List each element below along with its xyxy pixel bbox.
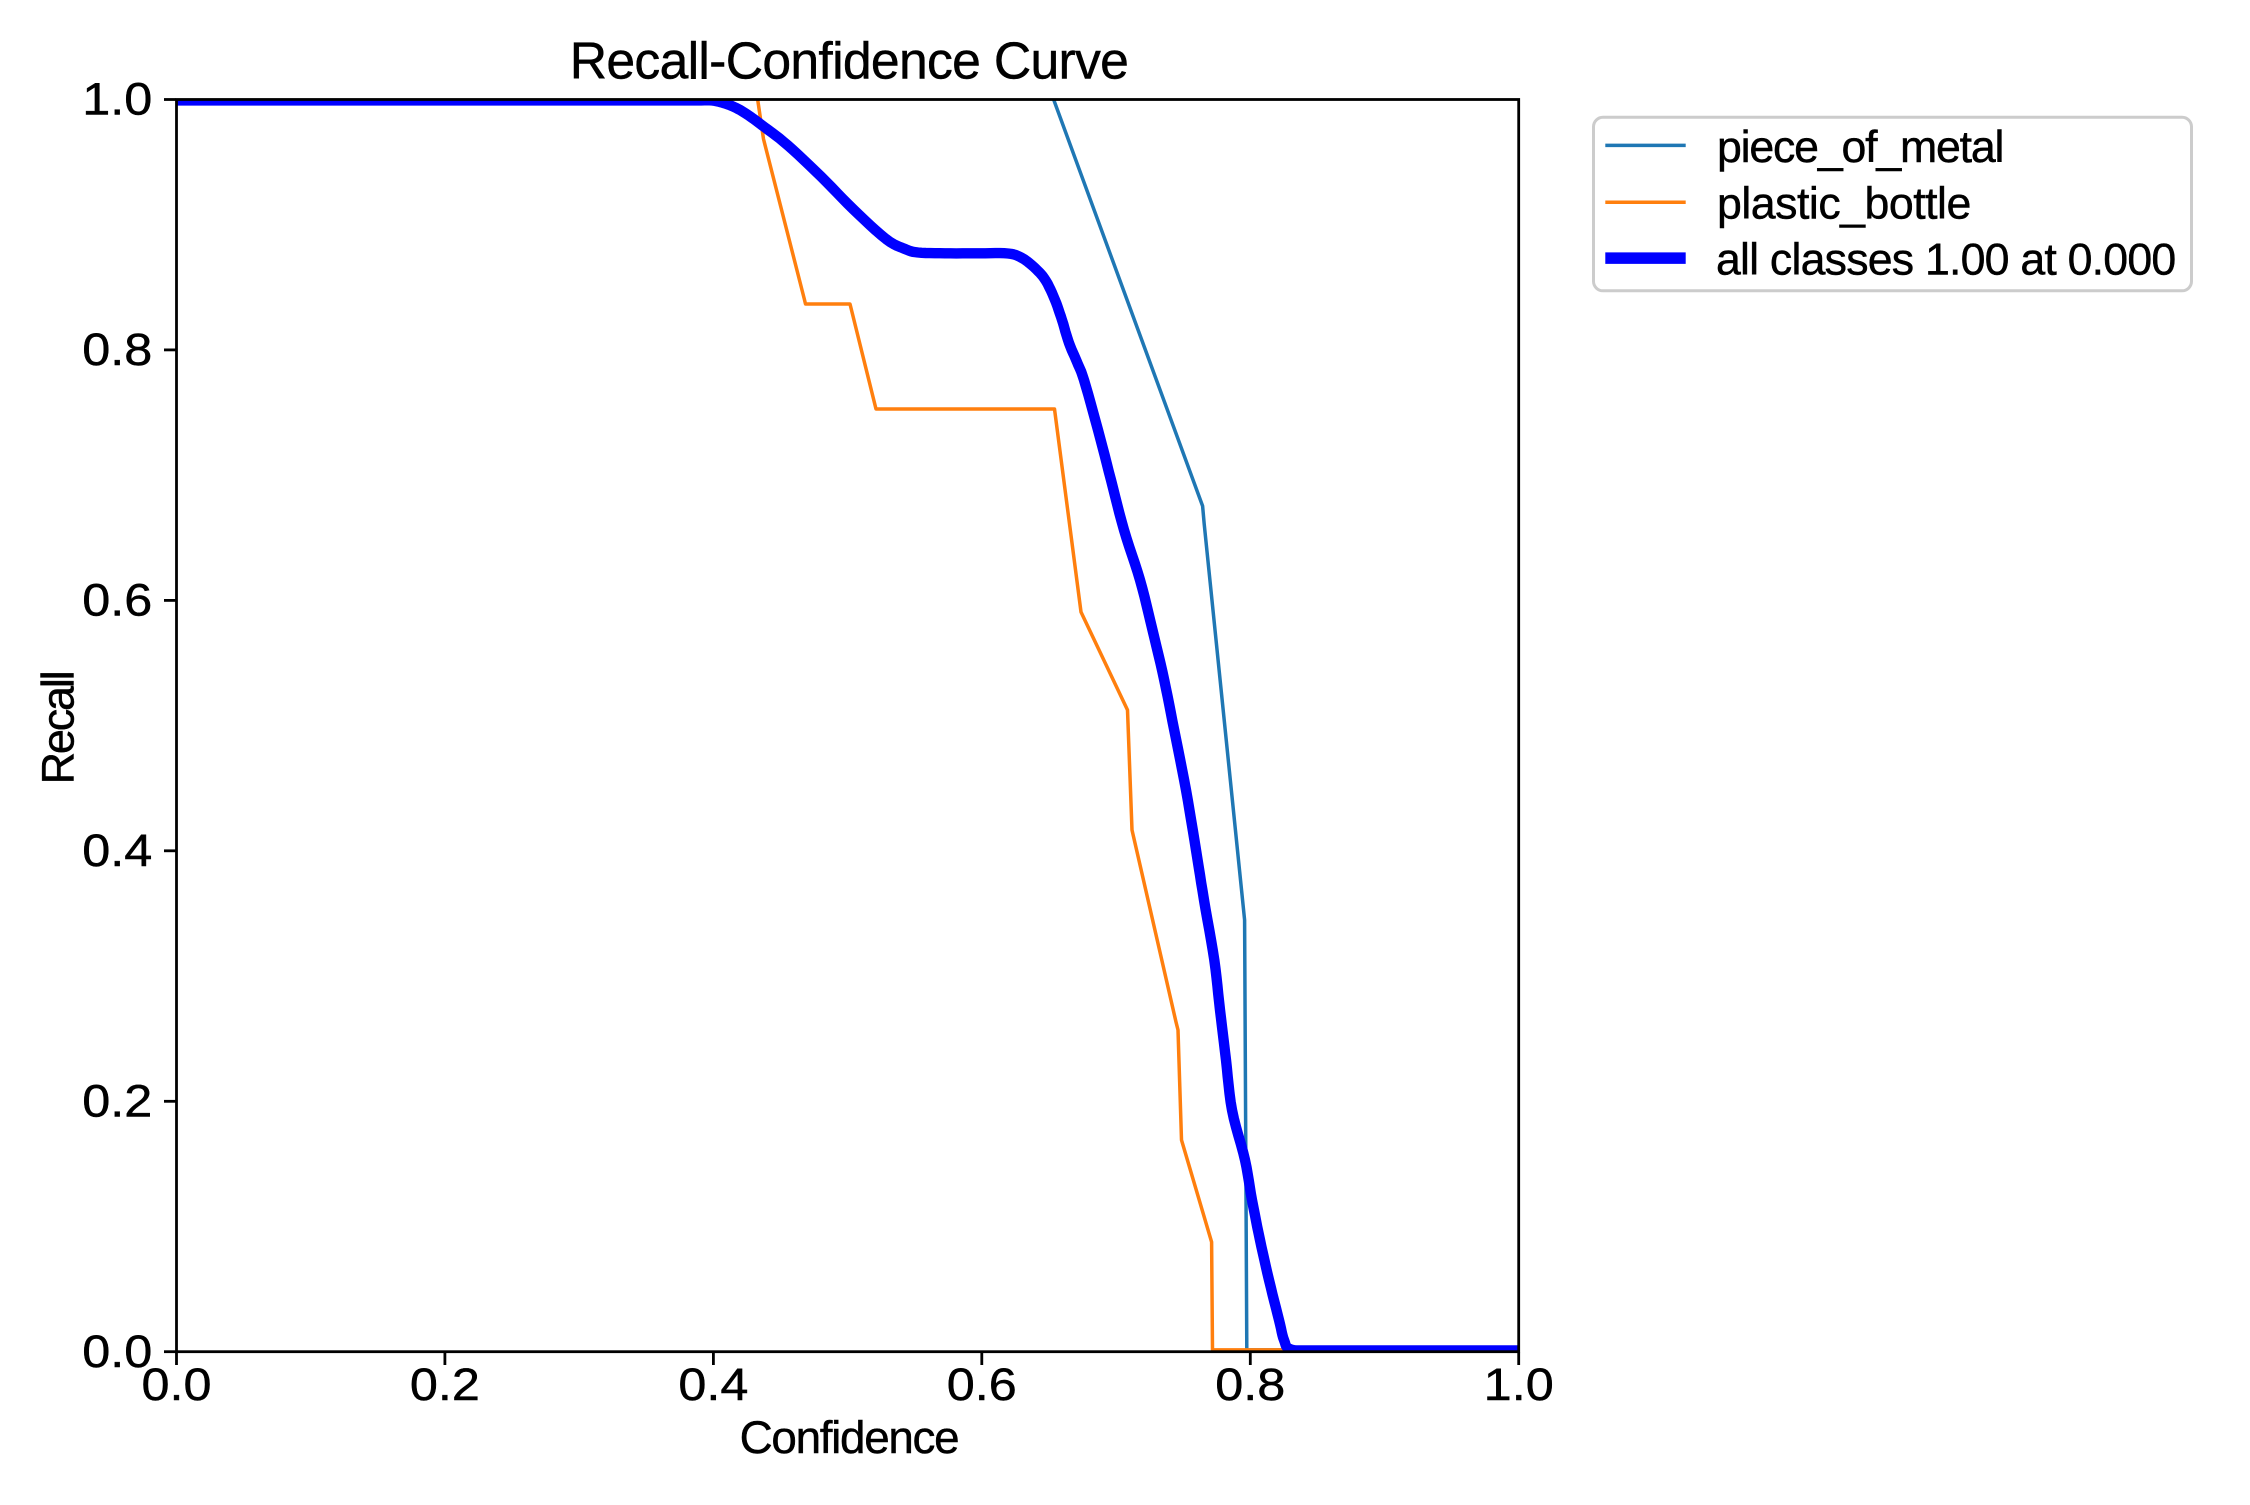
svg-text:1.0: 1.0 (82, 75, 152, 125)
svg-text:0.6: 0.6 (947, 1360, 1017, 1410)
svg-text:0.4: 0.4 (82, 826, 152, 876)
svg-text:Recall-Confidence Curve: Recall-Confidence Curve (570, 32, 1128, 90)
svg-text:1.0: 1.0 (1484, 1360, 1554, 1410)
svg-text:0.0: 0.0 (141, 1360, 211, 1410)
svg-text:plastic_bottle: plastic_bottle (1717, 180, 1971, 229)
svg-text:0.0: 0.0 (82, 1327, 152, 1377)
svg-text:0.6: 0.6 (82, 576, 152, 626)
svg-text:all classes 1.00 at 0.000: all classes 1.00 at 0.000 (1716, 236, 2175, 285)
svg-text:0.8: 0.8 (82, 325, 152, 375)
svg-text:Recall: Recall (32, 673, 83, 785)
svg-text:0.4: 0.4 (678, 1360, 748, 1410)
svg-text:0.2: 0.2 (410, 1360, 480, 1410)
svg-text:0.8: 0.8 (1215, 1360, 1285, 1410)
svg-text:piece_of_metal: piece_of_metal (1717, 123, 2003, 172)
svg-text:Confidence: Confidence (740, 1412, 959, 1463)
svg-text:0.2: 0.2 (82, 1077, 152, 1127)
